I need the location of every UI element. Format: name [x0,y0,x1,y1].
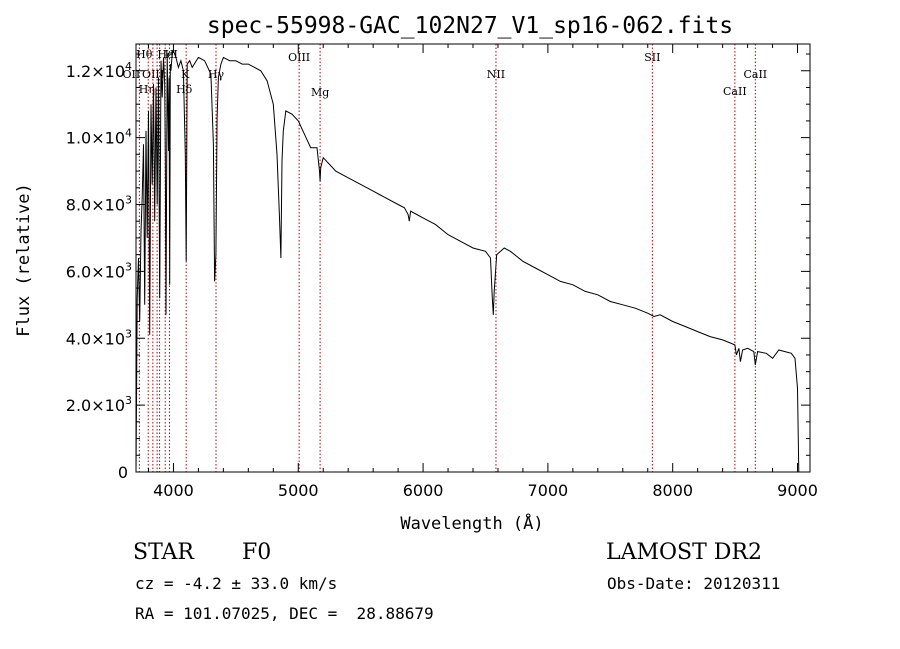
spectral-subclass: F0 [242,540,272,565]
marker-label: Mg [311,86,329,99]
y-tick-label: 6.0×103 [66,260,132,281]
redshift-text: cz = -4.2 ± 33.0 km/s [135,574,338,593]
marker-label: NII [487,68,505,81]
observation-date: Obs-Date: 20120311 [607,574,781,593]
y-tick-label: 4.0×103 [66,327,132,348]
marker-label: CaII [723,85,747,98]
marker-label: H [165,48,175,61]
marker-label: Hθ [136,48,153,61]
x-axis-label: Wavelength (Å) [400,512,543,534]
object-type: STAR [133,540,194,565]
x-tick-label: 4000 [153,481,194,500]
y-tick-label: 8.0×103 [66,194,132,215]
marker-label: K [181,68,190,81]
y-tick-label: 0 [118,463,128,482]
y-axis-ticks: 0 2.0×103 4.0×103 6.0×103 8.0×103 1.0×104 1.2×… [66,53,810,482]
y-axis-label: Flux (relative) [14,183,34,337]
x-axis-ticks: 4000 5000 6000 7000 8000 9000 [147,44,818,500]
survey-name: LAMOST DR2 [606,540,762,565]
coordinates-text: RA = 101.07025, DEC = 28.88679 [135,604,434,623]
plot-frame [135,43,811,473]
x-tick-label: 8000 [652,481,693,500]
marker-label: OIII [288,51,310,64]
y-tick-label: 1.0×104 [66,127,132,148]
y-tick-label: 1.2×104 [66,60,132,81]
marker-label: Hδ [176,83,193,96]
x-tick-label: 5000 [278,481,319,500]
y-tick-label: 2.0×103 [66,394,132,415]
marker-label: Hη [139,83,155,96]
x-tick-label: 7000 [528,481,569,500]
marker-label: Hγ [208,68,225,81]
x-tick-label: 6000 [403,481,444,500]
flux-series-line [135,49,800,473]
marker-label: CaII [743,68,767,81]
emission-line-markers [138,44,756,472]
chart-title: spec-55998-GAC_102N27_V1_sp16-062.fits [207,13,733,39]
x-tick-label: 9000 [777,481,818,500]
marker-label: SII [644,51,660,64]
